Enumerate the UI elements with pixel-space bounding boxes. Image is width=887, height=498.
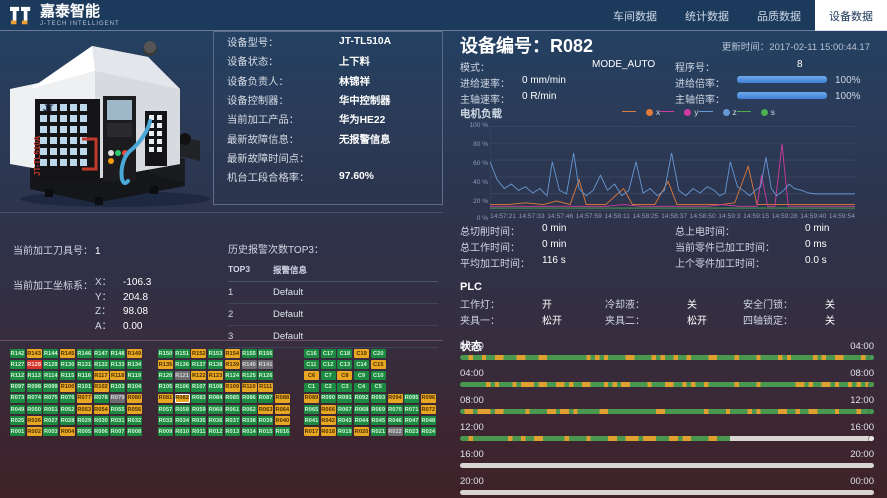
svg-text:0 %: 0 %: [477, 215, 488, 221]
svg-text:40 %: 40 %: [473, 179, 488, 186]
svg-text:80 %: 80 %: [473, 141, 488, 148]
svg-text:JT-TL510A: JT-TL510A: [33, 135, 42, 176]
svg-text:60 %: 60 %: [473, 160, 488, 167]
svg-text:20 %: 20 %: [473, 198, 488, 205]
svg-text:JT: JT: [43, 103, 54, 113]
svg-text:100 %: 100 %: [470, 122, 489, 129]
